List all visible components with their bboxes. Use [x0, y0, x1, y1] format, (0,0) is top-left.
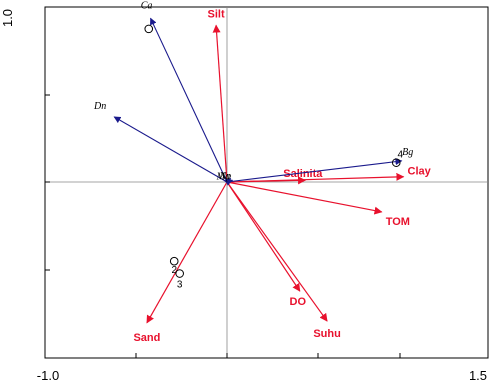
- env-label-sand: Sand: [133, 332, 160, 344]
- species-label-dn: Dn: [93, 101, 106, 112]
- site-point-4: [391, 158, 401, 167]
- env-label-do: DO: [290, 296, 307, 308]
- species-vector-ca: [150, 17, 228, 183]
- env-vector-sand: [146, 181, 228, 324]
- env-vector-clay: [226, 172, 405, 183]
- site-point-3: [175, 269, 184, 278]
- axis-ticks: [45, 94, 401, 358]
- env-label-silt: Silt: [208, 8, 225, 20]
- env-vector-do: [226, 181, 301, 292]
- species-vector-np: [225, 178, 234, 186]
- env-label-clay: Clay: [408, 166, 432, 178]
- site-point-unlabeled-0: [144, 24, 154, 34]
- x-tick-label-min: -1.0: [37, 368, 59, 383]
- species-label-ca: Ca: [141, 0, 153, 11]
- env-vector-tom: [226, 181, 383, 215]
- env-vector-silt: [212, 24, 228, 183]
- env-label-suhu: Suhu: [313, 328, 341, 340]
- species-vector-dn: [113, 116, 228, 183]
- site-label-2: 2: [171, 265, 177, 276]
- x-tick-label-max: 1.5: [469, 368, 487, 383]
- species-label-np: Np: [218, 171, 231, 182]
- site-points: 4 23: [144, 24, 403, 291]
- env-label-tom: TOM: [386, 216, 410, 228]
- site-label-3: 3: [177, 280, 183, 291]
- plot-frame: [44, 6, 489, 359]
- env-vector-suhu: [226, 181, 328, 322]
- species-vector-bg: [226, 158, 403, 183]
- species-label-bg: Bg: [402, 147, 413, 158]
- site-label-4: 4: [397, 150, 403, 161]
- y-tick-label-max: 1.0: [0, 9, 15, 27]
- site-point-2: [169, 256, 179, 266]
- species-label-ma: Ma: [216, 171, 230, 182]
